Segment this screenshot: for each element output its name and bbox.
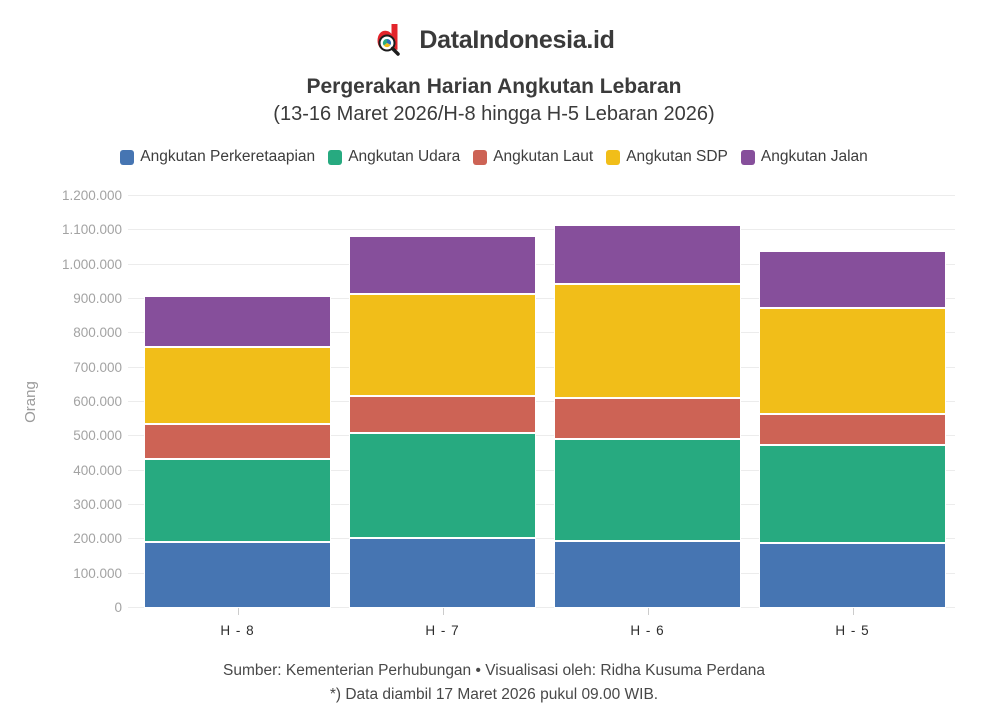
gridline (128, 469, 955, 471)
y-tick-label: 600.000 (73, 394, 122, 409)
bar-slot-h-8 (135, 196, 340, 608)
y-tick-label: 0 (114, 600, 122, 615)
bar-segment[interactable] (554, 540, 741, 608)
legend-item-5[interactable]: Angkutan Jalan (740, 148, 868, 166)
y-tick-label: 400.000 (73, 462, 122, 478)
legend-swatch-icon (606, 149, 621, 165)
legend: Angkutan Perkeretaapian Angkutan Udara Ang… (0, 148, 988, 166)
y-tick-label: 1.100.000 (61, 222, 122, 238)
bar-segment[interactable] (554, 224, 741, 284)
footer-note: *) Data diambil 17 Maret 2026 pukul 09.0… (329, 686, 659, 703)
gridline (128, 538, 955, 540)
y-tick-label: 1.000.000 (61, 256, 122, 272)
gridline (128, 607, 955, 608)
bar-segment[interactable] (349, 432, 536, 539)
gridline (128, 263, 955, 265)
bar-stack (554, 224, 741, 608)
gridline (128, 504, 955, 505)
bar-slot-h-6 (545, 196, 750, 608)
gridline (128, 298, 955, 299)
chart-title: Pergerakan Harian Angkutan Lebaran (306, 75, 682, 98)
gridline (128, 229, 955, 231)
x-tick-mark (442, 608, 444, 615)
legend-label: Angkutan Perkeretaapian (140, 148, 316, 165)
bar-segment[interactable] (144, 541, 331, 608)
legend-swatch-icon (328, 149, 343, 165)
y-tick-label: 100.000 (73, 565, 122, 581)
bar-segment[interactable] (554, 439, 741, 541)
gridline (128, 572, 955, 574)
brand-header: d DataIndonesia.id (0, 19, 988, 61)
legend-item-4[interactable]: Angkutan SDP (606, 148, 728, 166)
bar-segment[interactable] (144, 295, 331, 347)
bar-segment[interactable] (759, 308, 946, 414)
brand-name: DataIndonesia.id (419, 26, 615, 54)
bar-stack (759, 250, 946, 608)
bar-segment[interactable] (759, 543, 946, 608)
legend-label: Angkutan SDP (626, 148, 728, 165)
bar-slot-h-5 (750, 196, 955, 608)
bar-segment[interactable] (349, 538, 536, 608)
legend-swatch-icon (120, 149, 135, 165)
legend-label: Angkutan Laut (493, 148, 594, 165)
gridline (128, 332, 955, 334)
legend-label: Angkutan Udara (348, 148, 461, 165)
x-tick-label: H - 5 (835, 623, 870, 638)
bars-container (135, 196, 955, 608)
bar-segment[interactable] (349, 235, 536, 294)
dataindonesia-logo-icon: d (373, 19, 409, 61)
legend-label: Angkutan Jalan (760, 148, 868, 165)
chart-subtitle: (13-16 Maret 2026/H-8 hingga H-5 Lebaran… (273, 103, 715, 125)
legend-swatch-icon (473, 149, 488, 165)
gridline (128, 435, 955, 437)
legend-item-3[interactable]: Angkutan Laut (473, 148, 593, 166)
x-tick-mark (237, 608, 239, 615)
bar-slot-h-7 (340, 196, 545, 608)
bar-segment[interactable] (759, 413, 946, 445)
plot-area (128, 195, 955, 608)
bar-segment[interactable] (759, 444, 946, 544)
y-tick-label: 200.000 (73, 531, 122, 547)
gridline (128, 366, 955, 368)
bar-stack (349, 235, 536, 608)
y-tick-label: 500.000 (73, 428, 122, 444)
bar-segment[interactable] (554, 283, 741, 399)
y-tick-label: 300.000 (73, 497, 122, 512)
x-tick-mark (852, 608, 854, 615)
y-tick-label: 1.200.000 (61, 188, 122, 203)
footer-source: Sumber: Kementerian Perhubungan • Visual… (223, 662, 765, 679)
x-tick-label: H - 7 (425, 623, 460, 638)
legend-item-1[interactable]: Angkutan Perkeretaapian (120, 148, 315, 166)
bar-stack (144, 295, 331, 608)
y-tick-label: 800.000 (73, 325, 122, 341)
bar-segment[interactable] (349, 293, 536, 396)
x-tick-label: H - 6 (630, 623, 665, 638)
legend-item-2[interactable]: Angkutan Udara (328, 148, 460, 166)
bar-segment[interactable] (144, 459, 331, 542)
bar-segment[interactable] (349, 395, 536, 433)
bar-segment[interactable] (759, 250, 946, 309)
y-tick-label: 700.000 (73, 359, 122, 375)
x-tick-label: H - 8 (220, 623, 255, 638)
gridline (128, 195, 955, 196)
bar-segment[interactable] (144, 346, 331, 425)
bar-segment[interactable] (554, 398, 741, 440)
x-tick-mark (647, 608, 649, 615)
y-tick-label: 900.000 (73, 291, 122, 306)
gridline (128, 401, 955, 402)
legend-swatch-icon (740, 149, 755, 165)
bar-segment[interactable] (144, 424, 331, 460)
